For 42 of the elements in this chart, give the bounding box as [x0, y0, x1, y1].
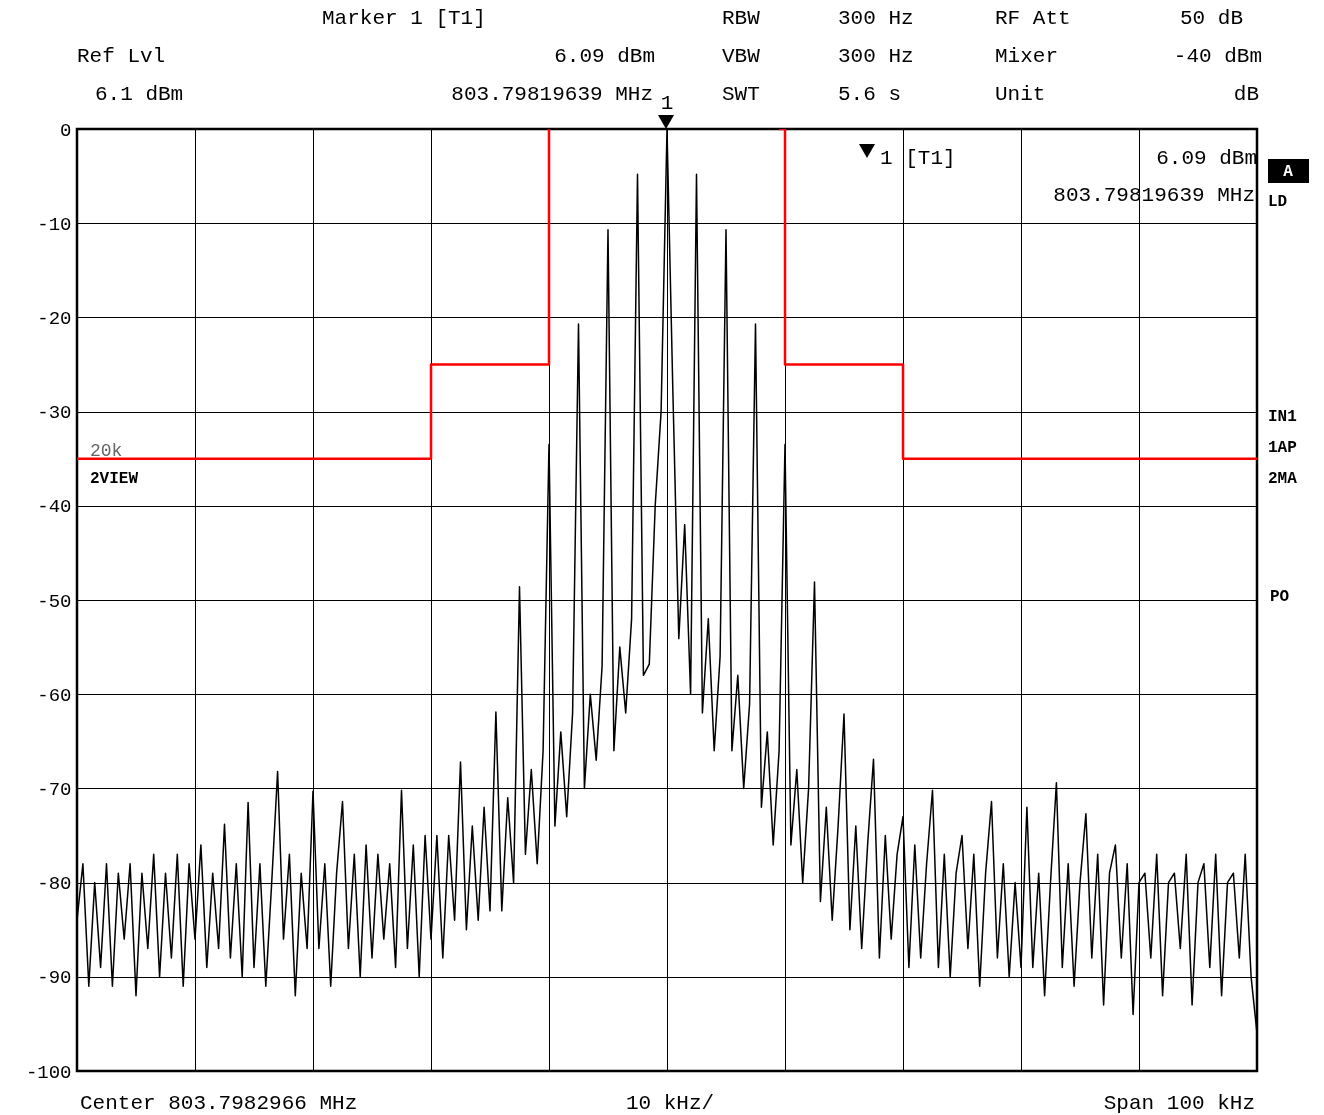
- text: 50 dB: [1179, 7, 1243, 30]
- text: VBW: [722, 45, 761, 68]
- text: Span 100 kHz: [1103, 1092, 1255, 1115]
- text: -40 dBm: [1173, 45, 1262, 68]
- y-tick-label: 0: [60, 119, 72, 142]
- text: 1AP: [1268, 439, 1297, 457]
- text: 10 kHz/: [625, 1092, 715, 1115]
- text: 803.79819639 MHz: [451, 83, 653, 106]
- text: 300 Hz: [838, 7, 914, 30]
- text: 1: [660, 92, 674, 115]
- text: Center 803.7982966 MHz: [80, 1092, 358, 1115]
- text: IN1: [1268, 408, 1297, 426]
- y-tick-label: -20: [37, 307, 72, 330]
- annotation: 6.09 dBm: [1156, 147, 1257, 170]
- text: Marker 1 [T1]: [322, 7, 486, 30]
- y-tick-label: -40: [37, 496, 72, 519]
- y-tick-label: -30: [37, 402, 72, 425]
- text: 6.09 dBm: [554, 45, 655, 68]
- text: RBW: [722, 7, 761, 30]
- text: A: [1283, 163, 1294, 181]
- y-tick-label: -80: [37, 873, 72, 896]
- text: LD: [1268, 193, 1288, 211]
- text: RF Att: [995, 7, 1071, 30]
- text: Unit: [995, 83, 1046, 106]
- text: Mixer: [995, 45, 1059, 68]
- text: 2MA: [1268, 470, 1298, 488]
- annotation: 1 [T1]: [880, 147, 956, 170]
- text: Ref Lvl: [77, 45, 166, 68]
- y-tick-label: -90: [37, 967, 72, 990]
- y-tick-label: -60: [37, 684, 72, 707]
- annotation: 2VIEW: [90, 470, 139, 488]
- annotation: 20k: [90, 441, 123, 461]
- text: dB: [1233, 83, 1259, 106]
- text: 5.6 s: [838, 83, 902, 106]
- text: PO: [1270, 588, 1290, 606]
- y-tick-label: -10: [37, 213, 72, 236]
- text: 300 Hz: [838, 45, 914, 68]
- y-tick-label: -50: [37, 590, 72, 613]
- text: 6.1 dBm: [95, 83, 184, 106]
- text: SWT: [722, 83, 760, 106]
- y-tick-label: -100: [25, 1061, 72, 1084]
- y-tick-label: -70: [37, 778, 72, 801]
